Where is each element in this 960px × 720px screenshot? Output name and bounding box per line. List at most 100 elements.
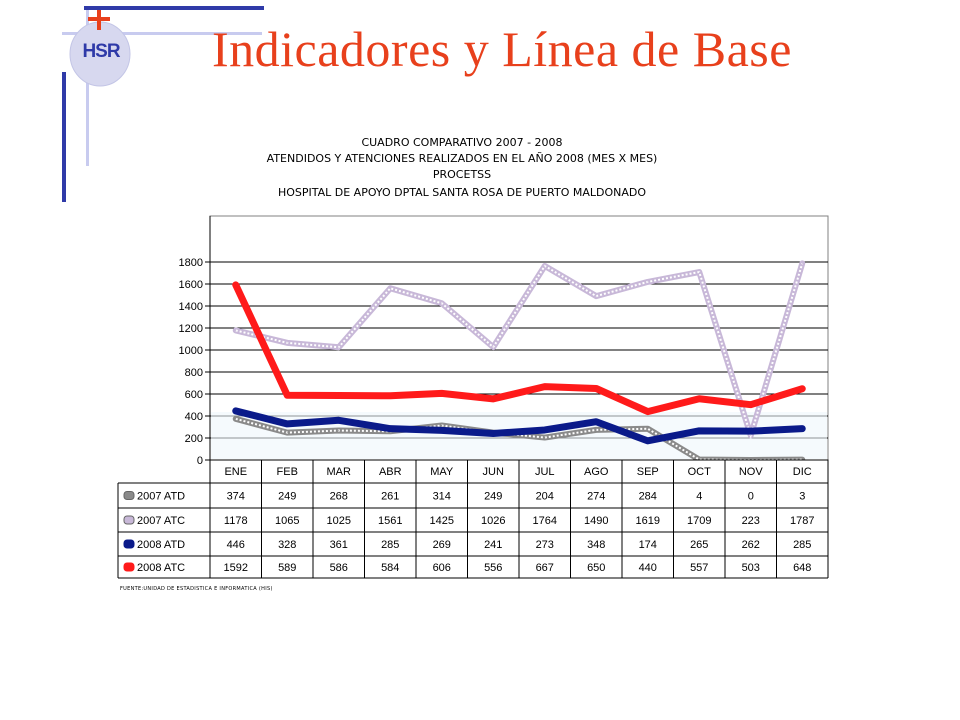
data-label: 262 xyxy=(742,539,760,551)
data-point xyxy=(286,394,288,396)
frame-line-left xyxy=(62,72,66,202)
y-tick-label: 1600 xyxy=(179,279,203,291)
data-label: 314 xyxy=(433,491,451,503)
legend-label: 2008 ATD xyxy=(137,539,185,551)
y-tick-label: 0 xyxy=(197,455,203,467)
data-point xyxy=(750,404,752,406)
data-label: 1065 xyxy=(275,515,299,527)
data-label: 1490 xyxy=(584,515,608,527)
x-tick-label: JUL xyxy=(535,466,555,478)
data-label: 606 xyxy=(433,562,451,574)
data-label: 648 xyxy=(793,562,811,574)
data-point xyxy=(750,430,752,432)
data-label: 269 xyxy=(433,539,451,551)
legend-label: 2008 ATC xyxy=(137,562,185,574)
data-point xyxy=(235,329,237,331)
legend-swatch xyxy=(123,562,135,572)
frame-line-light-horizontal xyxy=(62,32,262,35)
data-point xyxy=(338,346,340,348)
data-point xyxy=(595,421,597,423)
legend-swatch xyxy=(123,539,135,549)
data-point xyxy=(492,346,494,348)
y-tick-label: 800 xyxy=(185,367,203,379)
data-point xyxy=(389,395,391,397)
data-point xyxy=(286,432,288,434)
data-point xyxy=(389,287,391,289)
data-label: 1764 xyxy=(533,515,557,527)
data-point xyxy=(389,428,391,430)
x-tick-label: NOV xyxy=(739,466,764,478)
x-tick-label: DIC xyxy=(793,466,812,478)
data-point xyxy=(235,284,237,286)
data-label: 285 xyxy=(381,539,399,551)
data-point xyxy=(235,418,237,420)
legend-label: 2007 ATC xyxy=(137,515,185,527)
data-label: 1787 xyxy=(790,515,814,527)
x-tick-label: AGO xyxy=(584,466,609,478)
data-label: 446 xyxy=(227,539,245,551)
data-point xyxy=(544,437,546,439)
chart-title-line-1: CUADRO COMPARATIVO 2007 - 2008 xyxy=(361,136,562,149)
x-tick-label: ABR xyxy=(379,466,402,478)
data-label: 273 xyxy=(536,539,554,551)
data-label: 361 xyxy=(330,539,348,551)
y-tick-label: 200 xyxy=(185,433,203,445)
data-point xyxy=(338,419,340,421)
data-point xyxy=(286,342,288,344)
data-label: 249 xyxy=(278,491,296,503)
x-tick-label: MAR xyxy=(327,466,352,478)
data-point xyxy=(595,295,597,297)
data-point xyxy=(647,428,649,430)
data-point xyxy=(698,271,700,273)
x-tick-label: JUN xyxy=(483,466,504,478)
data-point xyxy=(595,388,597,389)
data-label: 1026 xyxy=(481,515,505,527)
data-label: 174 xyxy=(639,539,657,551)
chart-title-line-2: ATENDIDOS Y ATENCIONES REALIZADOS EN EL … xyxy=(267,152,658,165)
data-point xyxy=(544,429,546,431)
data-label: 667 xyxy=(536,562,554,574)
series-line-2008-atc xyxy=(232,281,806,416)
data-label: 261 xyxy=(381,491,399,503)
data-label: 1592 xyxy=(224,562,248,574)
data-label: 328 xyxy=(278,539,296,551)
legend-swatch xyxy=(123,515,135,525)
data-label: 1619 xyxy=(636,515,660,527)
y-tick-label: 1400 xyxy=(179,301,203,313)
data-label: 1178 xyxy=(224,515,248,527)
data-label: 440 xyxy=(639,562,657,574)
x-tick-label: SEP xyxy=(637,466,659,478)
data-point xyxy=(338,430,340,432)
x-tick-label: OCT xyxy=(688,466,712,478)
legend-swatch xyxy=(123,491,135,500)
chart-title-line-4: HOSPITAL DE APOYO DPTAL SANTA ROSA DE PU… xyxy=(278,186,646,199)
chart-title-line-3: PROCETSS xyxy=(433,168,491,181)
data-point xyxy=(647,281,649,283)
legend-label: 2007 ATD xyxy=(137,491,185,503)
data-label: 4 xyxy=(696,491,702,503)
data-point xyxy=(698,430,700,432)
data-point xyxy=(286,423,288,425)
data-label: 374 xyxy=(227,491,245,503)
data-label: 241 xyxy=(484,539,502,551)
x-tick-label: ENE xyxy=(224,466,247,478)
data-point xyxy=(801,388,803,390)
hospital-logo-graphic xyxy=(69,10,131,87)
y-tick-label: 600 xyxy=(185,389,203,401)
data-point xyxy=(544,265,546,267)
data-label: 589 xyxy=(278,562,296,574)
data-point xyxy=(801,428,803,430)
data-point xyxy=(441,424,443,426)
data-label: 584 xyxy=(381,562,399,574)
x-tick-label: MAY xyxy=(430,466,454,478)
data-point xyxy=(492,398,494,400)
chart-source-note: FUENTE:UNIDAD DE ESTADISTICA E INFORMATI… xyxy=(120,586,273,592)
data-label: 0 xyxy=(748,491,754,503)
data-label: 3 xyxy=(799,491,805,503)
data-label: 268 xyxy=(330,491,348,503)
data-point xyxy=(492,432,494,434)
data-label: 586 xyxy=(330,562,348,574)
data-label: 650 xyxy=(587,562,605,574)
